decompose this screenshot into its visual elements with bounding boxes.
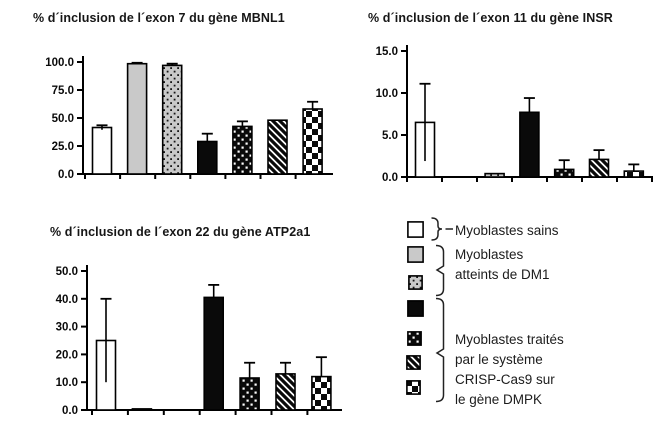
bar-black xyxy=(197,140,218,175)
y-tick-label: 100.0 xyxy=(45,57,74,69)
y-tick-label: 0.0 xyxy=(382,172,398,184)
mbnl1-plot: 0.0 25.0 50.0 75.0 100.0 xyxy=(45,56,333,181)
y-tick-label: 10.0 xyxy=(56,377,78,389)
y-tick-label: 15.0 xyxy=(376,46,398,58)
legend-label-crispr-l3: CRISP-Cas9 sur xyxy=(455,372,555,387)
y-tick-label: 0.0 xyxy=(58,169,74,181)
y-tick-label: 25.0 xyxy=(52,141,74,153)
bar-chart-insr: 0.0 5.0 10.0 15.0 xyxy=(363,40,663,190)
chart-title-insr: % d´inclusion de l´exon 11 du gène INSR xyxy=(368,11,613,25)
legend-label-crispr-l1: Myoblastes traités xyxy=(455,332,564,347)
swatch-black xyxy=(407,300,424,317)
y-tick-label: 50.0 xyxy=(52,113,74,125)
atp2a1-plot: 0.0 10.0 20.0 30.0 40.0 50.0 xyxy=(56,265,342,417)
bar-chart-mbnl1: 0.0 25.0 50.0 75.0 100.0 xyxy=(36,45,336,190)
swatch-gray-dots xyxy=(408,275,423,290)
legend-brace-group3 xyxy=(435,297,445,403)
y-tick-label: 30.0 xyxy=(56,322,78,334)
y-tick-label: 75.0 xyxy=(52,85,74,97)
bar-gray-dots xyxy=(161,64,183,175)
swatch-black-dots xyxy=(407,331,422,346)
chart-title-atp2a1: % d´inclusion de l´exon 22 du gène ATP2a… xyxy=(50,225,311,239)
legend-swatch-checker xyxy=(406,380,421,400)
bar-black xyxy=(203,296,224,411)
legend-label-crispr-l2: par le système xyxy=(455,352,543,367)
insr-plot: 0.0 5.0 10.0 15.0 xyxy=(376,45,653,184)
bar-black xyxy=(519,111,540,178)
y-tick-label: 0.0 xyxy=(62,405,78,417)
bar-gray xyxy=(131,408,153,411)
bar-checker xyxy=(302,108,323,175)
y-tick-label: 10.0 xyxy=(376,88,398,100)
legend-label-dm1-l2: atteints de DM1 xyxy=(455,267,550,282)
legend-swatch-gray xyxy=(407,246,424,268)
bar-checker xyxy=(623,170,645,178)
bar-white xyxy=(91,126,113,175)
bar-black-dots xyxy=(239,377,260,411)
legend-label-sains: Myoblastes sains xyxy=(455,223,559,238)
swatch-gray xyxy=(407,246,424,263)
bar-chart-atp2a1: 0.0 10.0 20.0 30.0 40.0 50.0 xyxy=(45,262,345,422)
bar-gray xyxy=(126,62,148,175)
bar-checker xyxy=(311,375,332,411)
y-tick-label: 20.0 xyxy=(56,349,78,361)
legend-swatch-black xyxy=(407,300,424,322)
legend-swatch-black-dots xyxy=(407,331,422,351)
legend-label-crispr-l4: le gène DMPK xyxy=(455,392,543,407)
bar-black-dots xyxy=(553,168,575,178)
chart-title-mbnl1: % d´inclusion de l´exon 7 du gène MBNL1 xyxy=(33,11,285,25)
y-tick-label: 50.0 xyxy=(56,266,78,278)
bar-hatch xyxy=(275,373,296,411)
swatch-checker xyxy=(406,380,421,395)
legend-swatch-white xyxy=(407,221,424,243)
bar-gray-dots xyxy=(484,172,505,178)
legend-label-dm1-l1: Myoblastes xyxy=(455,247,524,262)
legend-swatch-hatch xyxy=(406,355,421,375)
legend-brace-group1 xyxy=(431,217,453,241)
swatch-white xyxy=(407,221,424,238)
bar-hatch xyxy=(588,158,610,178)
y-tick-label: 5.0 xyxy=(382,130,398,142)
legend-swatch-gray-dots xyxy=(408,275,423,295)
y-tick-label: 40.0 xyxy=(56,294,78,306)
bar-black-dots xyxy=(232,125,253,175)
legend-brace-group2 xyxy=(435,244,445,297)
swatch-hatch xyxy=(406,355,421,370)
bar-hatch xyxy=(267,119,288,175)
